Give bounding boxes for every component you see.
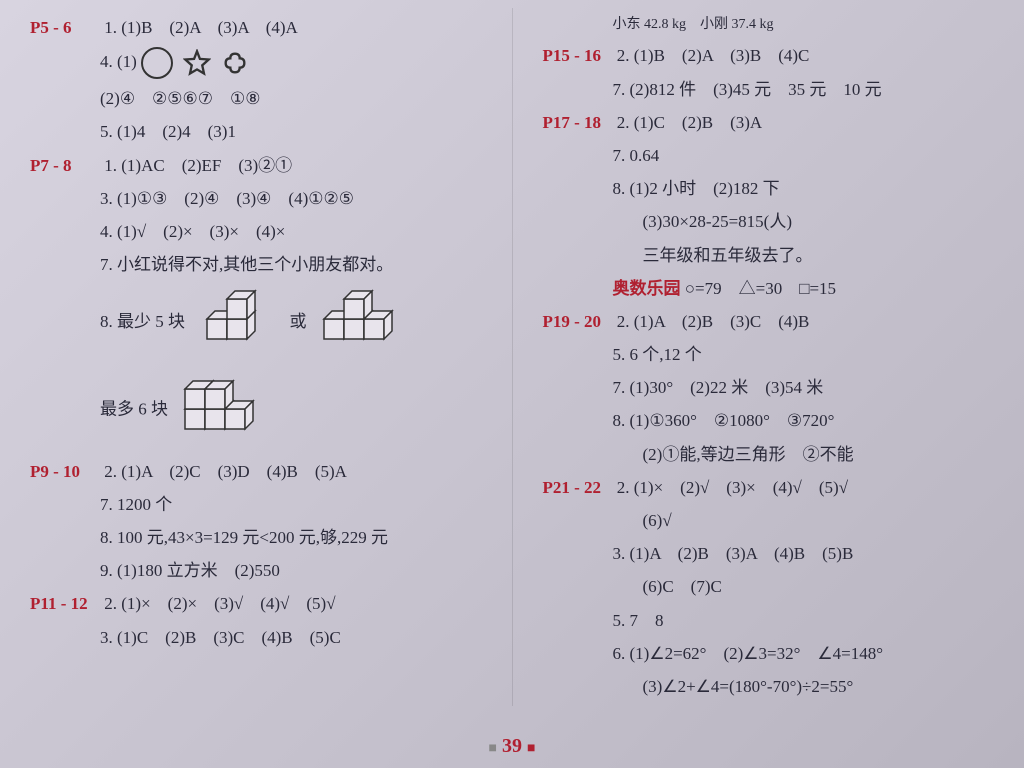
page-number: 39 — [502, 735, 522, 757]
p17-18-q8c: 三年级和五年级去了。 — [543, 242, 995, 269]
p15-16-q7: 7. (2)812 件 (3)45 元 35 元 10 元 — [543, 76, 995, 103]
answer-text: 7. 1200 个 — [100, 495, 172, 514]
p19-20-q8a: 8. (1)①360° ②1080° ③720° — [543, 407, 995, 434]
p19-20-q2: P19 - 20 2. (1)A (2)B (3)C (4)B — [543, 308, 995, 335]
answer-text: 5. 6 个,12 个 — [613, 345, 702, 364]
p17-18-q7: 7. 0.64 — [543, 142, 995, 169]
answer-text: 4. (1) — [100, 52, 137, 71]
p17-18-q8a: 8. (1)2 小时 (2)182 下 — [543, 175, 995, 202]
p5-6-q1: P5 - 6 1. (1)B (2)A (3)A (4)A — [30, 14, 482, 41]
star-icon — [183, 49, 211, 77]
answer-text: (3)30×28-25=815(人) — [643, 212, 792, 231]
answer-text: 2. (1)A (2)B (3)C (4)B — [617, 312, 810, 331]
footer-square-left: ■ — [489, 741, 497, 756]
answer-key-page: P5 - 6 1. (1)B (2)A (3)A (4)A 4. (1) (2)… — [0, 0, 1024, 714]
p21-22-q2b: (6)√ — [543, 507, 995, 534]
p5-6-q4-2: (2)④ ②⑤⑥⑦ ①⑧ — [30, 85, 482, 112]
page-ref: P17 - 18 — [543, 109, 613, 136]
answer-text: 5. 7 8 — [613, 611, 664, 630]
answer-text: 7. 小红说得不对,其他三个小朋友都对。 — [100, 255, 393, 274]
cube-diagram-2 — [319, 284, 409, 362]
answer-text: 7. (2)812 件 (3)45 元 35 元 10 元 — [613, 80, 882, 99]
cube-diagram-3 — [180, 369, 280, 452]
bonus-label: 奥数乐园 — [613, 279, 681, 298]
answer-text: 2. (1)B (2)A (3)B (4)C — [617, 46, 810, 65]
answer-text: 2. (1)A (2)C (3)D (4)B (5)A — [104, 462, 347, 481]
page-ref: P5 - 6 — [30, 14, 100, 41]
answer-text: 8. 最少 5 块 — [100, 312, 185, 331]
p21-22-q5: 5. 7 8 — [543, 607, 995, 634]
p15-16-q2: P15 - 16 2. (1)B (2)A (3)B (4)C — [543, 42, 995, 69]
p17-18-q2: P17 - 18 2. (1)C (2)B (3)A — [543, 109, 995, 136]
p11-12-q3: 3. (1)C (2)B (3)C (4)B (5)C — [30, 624, 482, 651]
left-column: P5 - 6 1. (1)B (2)A (3)A (4)A 4. (1) (2)… — [20, 8, 512, 706]
answer-text: 2. (1)× (2)× (3)√ (4)√ (5)√ — [104, 594, 335, 613]
p5-6-q4-1: 4. (1) — [30, 47, 482, 79]
page-footer: ■ 39 ■ — [0, 735, 1024, 758]
p21-22-q6b: (3)∠2+∠4=(180°-70°)÷2=55° — [543, 673, 995, 700]
answer-text: 8. (1)①360° ②1080° ③720° — [613, 411, 835, 430]
answer-text: (2)④ ②⑤⑥⑦ ①⑧ — [100, 89, 261, 108]
answer-text: ○=79 △=30 □=15 — [685, 279, 836, 298]
page-ref: P19 - 20 — [543, 308, 613, 335]
p17-18-bonus: 奥数乐园 ○=79 △=30 □=15 — [543, 275, 995, 302]
page-ref: P7 - 8 — [30, 152, 100, 179]
p21-22-q2a: P21 - 22 2. (1)× (2)√ (3)× (4)√ (5)√ — [543, 474, 995, 501]
p21-22-q3a: 3. (1)A (2)B (3)A (4)B (5)B — [543, 540, 995, 567]
answer-text: (2)①能,等边三角形 ②不能 — [643, 445, 854, 464]
page-ref: P15 - 16 — [543, 42, 613, 69]
page-ref: P21 - 22 — [543, 474, 613, 501]
answer-text: 三年级和五年级去了。 — [643, 246, 813, 265]
page-ref: P11 - 12 — [30, 590, 100, 617]
answer-text: 6. (1)∠2=62° (2)∠3=32° ∠4=148° — [613, 644, 884, 663]
p9-10-q8: 8. 100 元,43×3=129 元<200 元,够,229 元 — [30, 524, 482, 551]
p9-10-q9: 9. (1)180 立方米 (2)550 — [30, 557, 482, 584]
answer-text: (6)√ — [643, 511, 672, 530]
shape-answers — [141, 47, 249, 79]
cube-diagram-1 — [197, 284, 277, 362]
answer-text: (3)∠2+∠4=(180°-70°)÷2=55° — [643, 677, 854, 696]
p5-6-q5: 5. (1)4 (2)4 (3)1 — [30, 118, 482, 145]
answer-text: 2. (1)× (2)√ (3)× (4)√ (5)√ — [617, 478, 848, 497]
answer-text: 7. (1)30° (2)22 米 (3)54 米 — [613, 378, 824, 397]
p7-8-q4: 4. (1)√ (2)× (3)× (4)× — [30, 218, 482, 245]
p11-12-q2: P11 - 12 2. (1)× (2)× (3)√ (4)√ (5)√ — [30, 590, 482, 617]
answer-text: 5. (1)4 (2)4 (3)1 — [100, 122, 236, 141]
answer-text: 4. (1)√ (2)× (3)× (4)× — [100, 222, 285, 241]
answer-text: 3. (1)C (2)B (3)C (4)B (5)C — [100, 628, 341, 647]
answer-text: 小东 42.8 kg 小刚 37.4 kg — [613, 17, 774, 32]
p7-8-q3: 3. (1)①③ (2)④ (3)④ (4)①②⑤ — [30, 185, 482, 212]
p7-8-q8a: 8. 最少 5 块 或 — [30, 284, 482, 362]
answer-text: 9. (1)180 立方米 (2)550 — [100, 561, 280, 580]
p7-8-q7: 7. 小红说得不对,其他三个小朋友都对。 — [30, 251, 482, 278]
circle-icon — [141, 47, 173, 79]
p19-20-q5: 5. 6 个,12 个 — [543, 341, 995, 368]
top-line: 小东 42.8 kg 小刚 37.4 kg — [543, 14, 995, 36]
answer-text: 最多 6 块 — [100, 399, 168, 418]
p21-22-q6a: 6. (1)∠2=62° (2)∠3=32° ∠4=148° — [543, 640, 995, 667]
page-ref: P9 - 10 — [30, 458, 100, 485]
p19-20-q8b: (2)①能,等边三角形 ②不能 — [543, 441, 995, 468]
p7-8-q1: P7 - 8 1. (1)AC (2)EF (3)②① — [30, 152, 482, 179]
answer-text: 1. (1)B (2)A (3)A (4)A — [104, 18, 298, 37]
answer-text: 3. (1)①③ (2)④ (3)④ (4)①②⑤ — [100, 189, 354, 208]
p17-18-q8b: (3)30×28-25=815(人) — [543, 208, 995, 235]
or-text: 或 — [290, 312, 307, 331]
answer-text: 2. (1)C (2)B (3)A — [617, 113, 762, 132]
right-column: 小东 42.8 kg 小刚 37.4 kg P15 - 16 2. (1)B (… — [512, 8, 1005, 706]
p21-22-q3b: (6)C (7)C — [543, 573, 995, 600]
answer-text: 3. (1)A (2)B (3)A (4)B (5)B — [613, 544, 854, 563]
p9-10-q2: P9 - 10 2. (1)A (2)C (3)D (4)B (5)A — [30, 458, 482, 485]
p7-8-q8b: 最多 6 块 — [30, 369, 482, 452]
flower-icon — [221, 49, 249, 77]
answer-text: (6)C (7)C — [643, 577, 722, 596]
answer-text: 7. 0.64 — [613, 146, 660, 165]
footer-square-right: ■ — [527, 741, 535, 756]
answer-text: 8. (1)2 小时 (2)182 下 — [613, 179, 780, 198]
answer-text: 1. (1)AC (2)EF (3)②① — [104, 156, 292, 175]
p9-10-q7: 7. 1200 个 — [30, 491, 482, 518]
p19-20-q7: 7. (1)30° (2)22 米 (3)54 米 — [543, 374, 995, 401]
answer-text: 8. 100 元,43×3=129 元<200 元,够,229 元 — [100, 528, 388, 547]
